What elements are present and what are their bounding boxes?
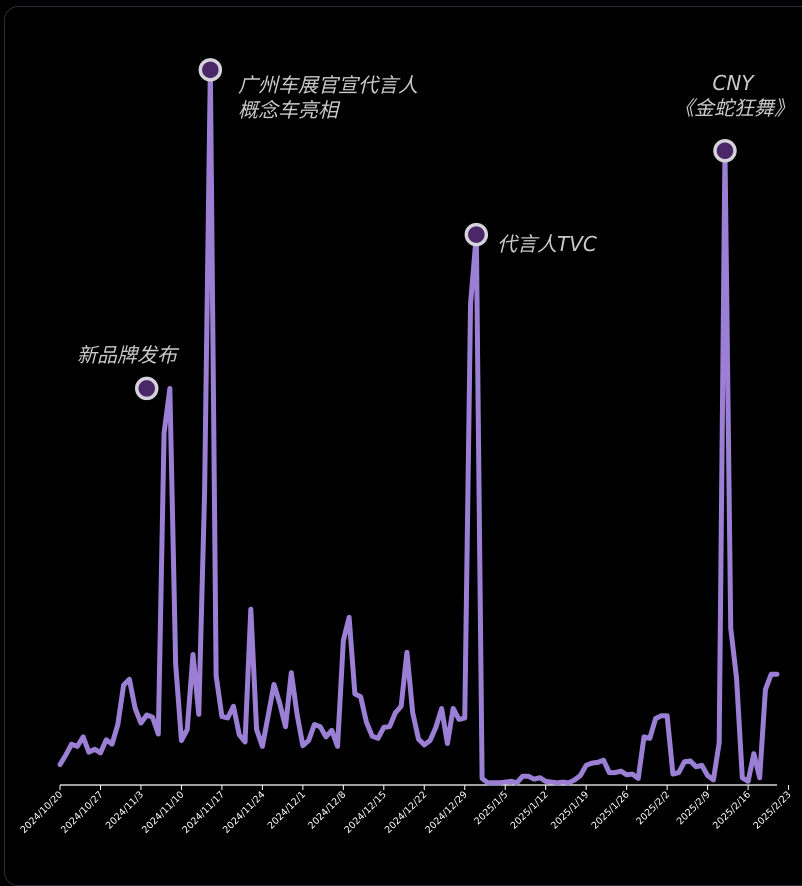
annotation-cny: CNY 《金蛇狂舞》 [674,71,794,121]
x-tick-label: 2025/1/5 [472,789,510,827]
annotation-marker [713,139,737,163]
x-tick-label: 2025/1/19 [549,789,591,831]
x-tick-label: 2024/11/10 [140,789,187,836]
x-tick-label: 2024/11/24 [221,789,268,836]
annotation-new-brand-line1: 新品牌发布 [77,343,177,367]
x-tick-label: 2025/1/26 [590,789,632,831]
x-tick-label: 2025/2/16 [711,789,753,831]
x-tick-label: 2024/11/3 [104,789,146,831]
x-tick-label: 2025/1/12 [509,789,551,831]
x-tick-label: 2024/12/1 [266,789,308,831]
series-line [57,67,780,786]
annotation-marker [464,222,489,247]
annotation-marker [134,376,159,401]
annotation-auto-show-line2: 概念车亮相 [238,98,338,122]
x-tick-label: 2024/12/22 [383,789,430,836]
annotation-markers [134,58,737,401]
x-tick-label: 2025/2/9 [675,789,713,827]
x-tick-label: 2024/10/27 [59,789,106,836]
x-tick-label: 2025/2/23 [751,789,793,831]
x-axis-ticks: 2024/10/202024/10/272024/11/32024/11/102… [19,785,794,836]
annotation-cny-line1: CNY [712,71,754,95]
x-tick-label: 2024/11/17 [181,789,228,836]
annotation-tvc: 代言人TVC [497,232,597,257]
annotation-auto-show-line1: 广州车展官宣代言人 [238,73,418,97]
x-tick-label: 2025/2/2 [634,789,672,827]
annotation-tvc-line1: 代言人TVC [497,232,597,256]
annotation-auto-show: 广州车展官宣代言人 概念车亮相 [238,73,418,123]
annotation-marker [198,58,223,82]
x-tick-label: 2024/12/29 [423,789,470,836]
annotation-new-brand: 新品牌发布 [77,343,177,368]
x-tick-label: 2024/12/8 [306,789,348,831]
x-tick-label: 2024/10/20 [19,789,66,836]
annotation-cny-line2: 《金蛇狂舞》 [674,96,794,120]
x-tick-label: 2024/12/15 [342,789,389,836]
